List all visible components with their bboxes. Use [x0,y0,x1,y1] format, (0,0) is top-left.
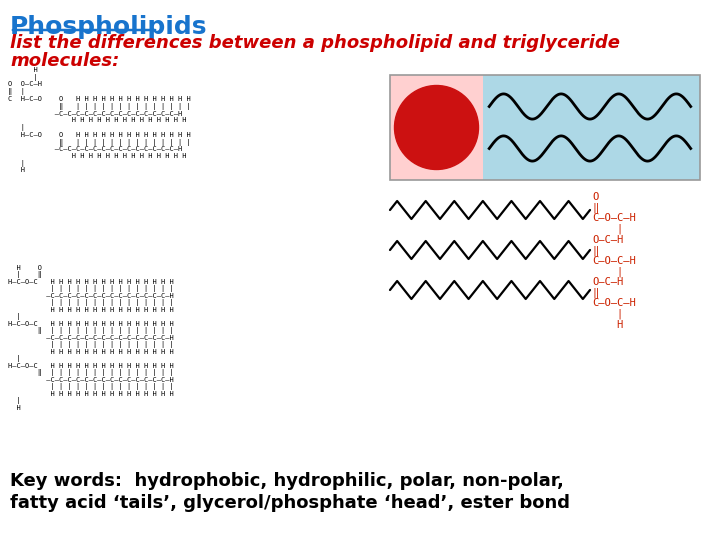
Text: Phospholipids: Phospholipids [10,15,207,39]
Text: H    O
  |    ‖
H—C—O—C   H H H H H H H H H H H H H H H
          | | | | | | | : H O | ‖ H—C—O—C H H H H H H H H H H H H … [8,265,174,411]
Text: H
      |
O  O—C—H
‖  |
C  H—C—O    O   H H H H H H H H H H H H H H
            : H | O O—C—H ‖ | C H—C—O O H H H H H H H … [8,67,191,173]
Bar [390,75,700,180]
Text: O
‖
C—O—C—H
    |
O—C—H
‖
C—O—C—H
    |
O—C—H
‖
C—O—C—H
    |
    H: O ‖ C—O—C—H | O—C—H ‖ C—O—C—H | O—C—H ‖ … [592,192,636,330]
Text: fatty acid ‘tails’, glycerol/phosphate ‘head’, ester bond: fatty acid ‘tails’, glycerol/phosphate ‘… [10,494,570,512]
Circle shape [395,85,479,170]
Text: molecules:: molecules: [10,52,120,70]
Text: list the differences between a phospholipid and triglyceride: list the differences between a phospholi… [10,34,620,52]
Bar [483,75,700,180]
Bar [390,75,483,180]
Text: Key words:  hydrophobic, hydrophilic, polar, non-polar,: Key words: hydrophobic, hydrophilic, pol… [10,472,564,490]
